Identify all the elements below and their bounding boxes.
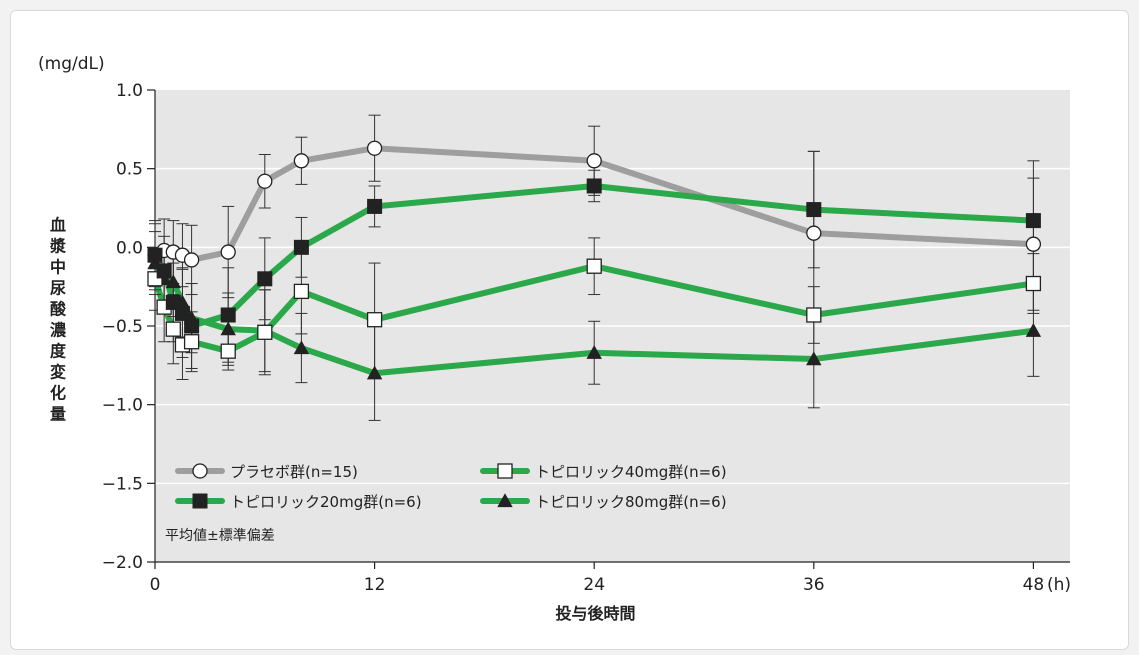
series-layer	[147, 114, 1042, 421]
data-point	[257, 324, 273, 340]
data-point	[806, 307, 822, 323]
data-point	[366, 140, 383, 156]
data-point	[184, 318, 200, 334]
x-tick-label: 0	[150, 575, 161, 595]
data-point	[165, 321, 181, 337]
legend-item: プラセボ群(n=15)	[175, 463, 358, 481]
y-tick-label: −0.5	[102, 317, 143, 337]
data-point	[1025, 275, 1042, 292]
data-point	[293, 239, 309, 255]
data-point	[192, 493, 208, 509]
legend-label: トピロリック80mg群(n=6)	[535, 493, 727, 511]
data-point	[367, 198, 383, 214]
y-axis-title-char: 化	[50, 384, 66, 403]
data-point	[220, 244, 236, 260]
x-tick-label: 12	[364, 575, 386, 595]
legend-label: トピロリック40mg群(n=6)	[535, 463, 727, 481]
data-point	[220, 307, 236, 323]
data-point	[497, 493, 513, 508]
y-axis-title-char: 度	[50, 342, 67, 361]
y-tick-label: −1.0	[102, 396, 143, 416]
data-point	[147, 247, 163, 263]
axes: 1.0 0.5 0.0 −0.5 −1.0 −1.5 −2.0 0 12 24 36 48	[102, 81, 1070, 595]
legend-label: トピロリック20mg群(n=6)	[230, 493, 422, 511]
y-axis-title-char: 量	[50, 405, 66, 424]
y-axis-title-char: 血	[50, 216, 66, 235]
data-point	[174, 305, 190, 321]
legend-item: トピロリック40mg群(n=6)	[480, 463, 727, 481]
y-tick-label: 0.5	[116, 160, 143, 180]
y-tick-label: 1.0	[116, 81, 143, 101]
data-point	[257, 173, 273, 189]
data-point	[586, 178, 602, 194]
x-tick-label: 48	[1023, 575, 1045, 595]
y-axis-title-char: 濃	[50, 321, 67, 340]
legend-item: トピロリック20mg群(n=6)	[175, 493, 422, 511]
data-point	[1025, 323, 1042, 337]
data-point	[165, 274, 181, 289]
data-point	[806, 202, 822, 218]
y-axis-title-char: 漿	[49, 237, 67, 256]
data-point	[586, 345, 602, 359]
data-point	[366, 365, 383, 380]
x-tick-label: 36	[803, 575, 825, 595]
y-tick-label: −1.5	[102, 474, 143, 494]
y-tick-label: 0.0	[116, 238, 143, 258]
y-axis-title-char: 変	[50, 363, 66, 382]
legend: プラセボ群(n=15) トピロリック20mg群(n=6) トピロリック40mg群(n…	[175, 463, 727, 511]
data-point	[183, 252, 200, 268]
data-point	[293, 283, 310, 300]
data-point	[192, 463, 208, 479]
data-point	[220, 343, 236, 359]
x-axis-title: 投与後時間	[555, 604, 635, 623]
data-point	[183, 334, 200, 350]
data-point	[806, 351, 822, 366]
data-point	[257, 271, 273, 287]
data-point	[1025, 213, 1041, 229]
legend-item: トピロリック80mg群(n=6)	[480, 493, 727, 511]
data-point	[586, 258, 602, 274]
data-point	[293, 340, 310, 355]
data-point	[497, 463, 513, 479]
y-axis-title-char: 尿	[50, 279, 66, 298]
data-point	[366, 312, 383, 328]
y-tick-label: −2.0	[102, 553, 143, 573]
y-axis-unit: (mg/dL)	[38, 54, 105, 74]
data-point	[293, 153, 310, 169]
data-point	[1025, 236, 1042, 252]
data-point	[156, 263, 172, 279]
y-axis-title-char: 酸	[50, 300, 67, 319]
data-point	[586, 153, 602, 169]
x-tick-label: 24	[583, 575, 605, 595]
y-axis-title-char: 中	[50, 258, 66, 277]
y-axis-title: 血漿中尿酸濃度変化量	[49, 216, 67, 424]
data-point	[806, 225, 822, 241]
statistics-note: 平均値±標準偏差	[165, 528, 275, 544]
x-axis-unit: (h)	[1047, 575, 1071, 595]
data-point	[165, 294, 181, 310]
data-point	[220, 321, 236, 336]
legend-label: プラセボ群(n=15)	[230, 463, 358, 481]
